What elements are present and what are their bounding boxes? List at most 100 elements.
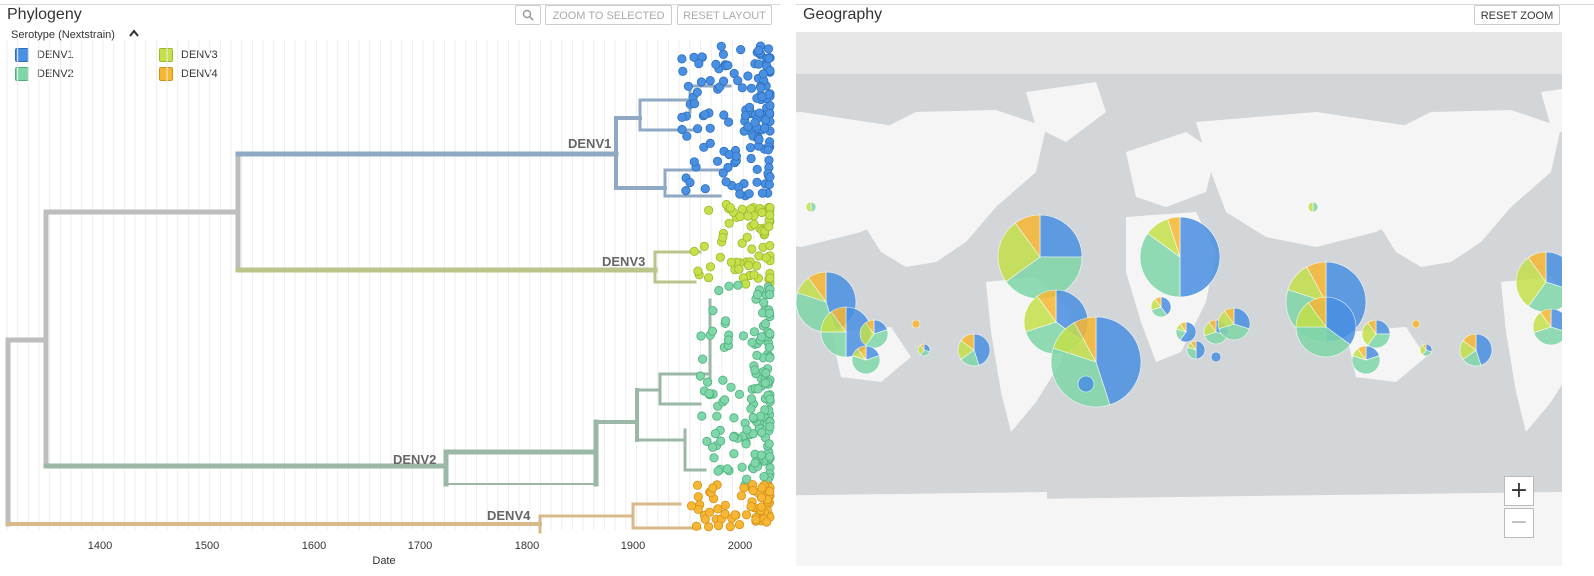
- pie-slice[interactable]: [1475, 333, 1493, 366]
- tip-node[interactable]: [702, 436, 712, 446]
- tip-node[interactable]: [759, 298, 769, 308]
- pie-slice[interactable]: [1545, 251, 1562, 291]
- location-pie[interactable]: [851, 345, 881, 375]
- zoom-in-button[interactable]: +: [1504, 476, 1534, 506]
- tip-node[interactable]: [746, 83, 757, 93]
- tip-node[interactable]: [695, 371, 706, 381]
- tip-node[interactable]: [689, 157, 699, 167]
- tip-node[interactable]: [765, 394, 775, 404]
- tip-node[interactable]: [723, 117, 734, 127]
- tip-node[interactable]: [724, 218, 734, 228]
- tip-node[interactable]: [729, 413, 739, 423]
- pie-slice[interactable]: [1306, 261, 1327, 303]
- pie-slice[interactable]: [1208, 319, 1217, 333]
- tip-node[interactable]: [705, 138, 715, 148]
- tip-node[interactable]: [716, 436, 726, 446]
- tip-node[interactable]: [747, 244, 757, 254]
- pie-slice[interactable]: [1050, 347, 1111, 408]
- tip-node[interactable]: [689, 246, 699, 256]
- tip-node[interactable]: [745, 143, 756, 153]
- tip-node[interactable]: [702, 377, 713, 387]
- pie-slice[interactable]: [1422, 343, 1427, 351]
- tip-node[interactable]: [737, 462, 747, 472]
- location-pie[interactable]: [1419, 343, 1433, 357]
- tip-node[interactable]: [754, 45, 764, 56]
- transmission-pies[interactable]: [796, 201, 1562, 408]
- pie-slice[interactable]: [1036, 289, 1057, 323]
- tip-node[interactable]: [682, 131, 692, 141]
- tip-node[interactable]: [750, 365, 760, 375]
- tip-node[interactable]: [765, 328, 775, 339]
- pie-slice[interactable]: [857, 345, 867, 361]
- location-pie[interactable]: [917, 343, 931, 357]
- tip-node[interactable]: [734, 389, 745, 399]
- pie-slice[interactable]: [1195, 340, 1206, 360]
- tip-node[interactable]: [765, 452, 775, 462]
- tip-node[interactable]: [752, 289, 763, 300]
- tip-node[interactable]: [678, 66, 688, 77]
- tip-node[interactable]: [697, 354, 708, 364]
- pie-slice[interactable]: [830, 306, 847, 333]
- tip-node[interactable]: [720, 316, 731, 326]
- pie-slice[interactable]: [1527, 251, 1547, 283]
- location-pie[interactable]: [1186, 340, 1206, 360]
- pie-slice[interactable]: [911, 319, 921, 329]
- tip-node[interactable]: [754, 135, 764, 145]
- pie-slice[interactable]: [1295, 326, 1351, 358]
- tip-node[interactable]: [724, 281, 734, 291]
- tip-node[interactable]: [760, 405, 770, 415]
- location-pie[interactable]: [1150, 296, 1172, 318]
- pie-slice[interactable]: [1210, 351, 1222, 363]
- location-pie[interactable]: [859, 319, 889, 349]
- pie-slice[interactable]: [1367, 319, 1377, 335]
- tip-node[interactable]: [746, 404, 756, 414]
- pie-slice[interactable]: [920, 343, 925, 351]
- tip-node[interactable]: [764, 342, 775, 352]
- pie-slice[interactable]: [973, 333, 991, 366]
- tip-node[interactable]: [718, 76, 729, 86]
- tip-node[interactable]: [712, 411, 722, 421]
- tip-node[interactable]: [765, 172, 775, 182]
- location-pie[interactable]: [1077, 375, 1095, 393]
- tip-node[interactable]: [765, 353, 775, 363]
- tip-node[interactable]: [748, 412, 758, 423]
- pie-slice[interactable]: [1160, 296, 1172, 316]
- pie-slice[interactable]: [851, 355, 881, 375]
- tip-node[interactable]: [726, 382, 736, 392]
- tip-node[interactable]: [765, 210, 775, 220]
- tip-node[interactable]: [761, 253, 771, 263]
- tip-node[interactable]: [757, 92, 767, 102]
- tip-node[interactable]: [709, 453, 719, 463]
- location-pie[interactable]: [1175, 321, 1197, 343]
- tip-node[interactable]: [744, 189, 754, 199]
- tip-node[interactable]: [764, 308, 775, 318]
- reset-zoom-button[interactable]: RESET ZOOM: [1474, 5, 1560, 25]
- tip-node[interactable]: [746, 153, 756, 164]
- tip-node[interactable]: [743, 260, 754, 271]
- pie-slice[interactable]: [1179, 321, 1187, 333]
- world-map[interactable]: + −: [796, 32, 1562, 566]
- tip-node[interactable]: [765, 486, 775, 496]
- tip-node[interactable]: [756, 502, 766, 512]
- tip-node[interactable]: [677, 112, 687, 123]
- tip-node[interactable]: [756, 492, 767, 503]
- tip-node[interactable]: [746, 501, 756, 512]
- tip-node[interactable]: [758, 69, 769, 79]
- tip-node[interactable]: [752, 177, 762, 187]
- pie-slice[interactable]: [1179, 216, 1221, 298]
- tip-node[interactable]: [760, 378, 771, 388]
- tip-node[interactable]: [696, 77, 707, 87]
- tip-node[interactable]: [733, 280, 743, 290]
- pie-slice[interactable]: [1167, 216, 1181, 258]
- tip-node[interactable]: [694, 58, 704, 69]
- tip-node[interactable]: [696, 331, 706, 341]
- tip-node[interactable]: [705, 123, 715, 133]
- tip-node[interactable]: [703, 522, 714, 532]
- pie-slice[interactable]: [865, 319, 875, 335]
- location-pie[interactable]: [957, 333, 991, 367]
- location-pie[interactable]: [911, 319, 921, 329]
- tip-node[interactable]: [681, 186, 691, 196]
- tip-node[interactable]: [741, 510, 752, 520]
- tip-node[interactable]: [749, 270, 759, 280]
- tip-node[interactable]: [718, 49, 729, 60]
